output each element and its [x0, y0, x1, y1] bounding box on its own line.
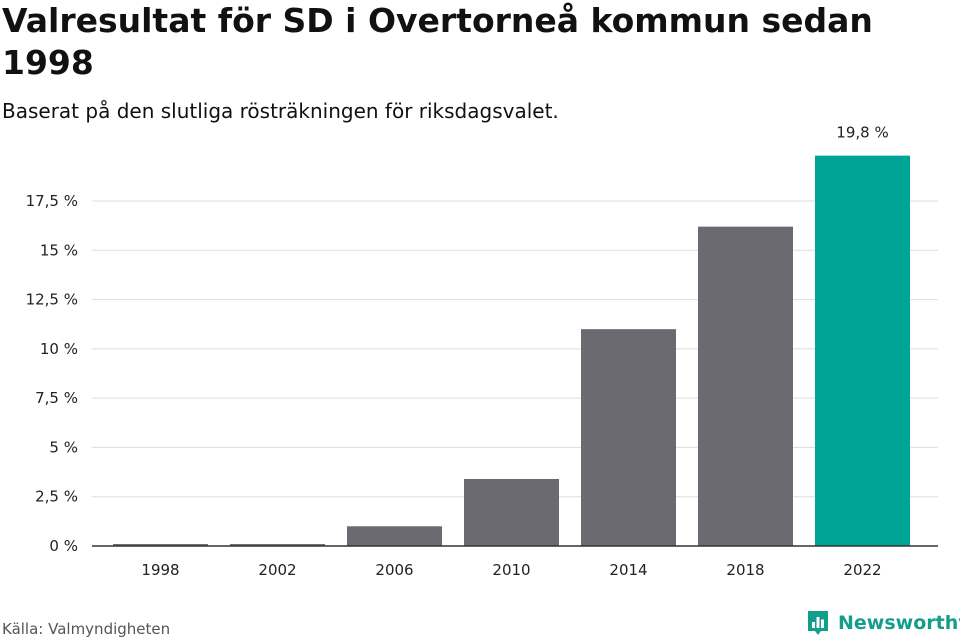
bar-2018 — [698, 226, 793, 546]
y-axis-tick-labels: 0 % 2,5 % 5 % 7,5 % 10 % 12,5 % 15 % 17,5 % — [26, 192, 78, 555]
newsworthy-bar-chart-logo-icon — [808, 611, 828, 635]
x-tick-label: 2018 — [726, 561, 764, 579]
grid-lines — [92, 200, 938, 498]
bar-1998 — [113, 544, 208, 546]
bars — [113, 155, 910, 546]
chart-subtitle: Baserat på den slutliga rösträkningen fö… — [2, 99, 559, 123]
x-tick-label: 2022 — [843, 561, 881, 579]
y-tick-label: 17,5 % — [26, 192, 78, 210]
bar-2010 — [464, 478, 559, 546]
x-tick-label: 2006 — [375, 561, 413, 579]
y-tick-label: 2,5 % — [35, 488, 78, 506]
bar-2014 — [581, 329, 676, 546]
data-label: 19,8 % — [836, 124, 888, 142]
x-axis-tick-labels: 1998 2002 2006 2010 2014 2018 2022 — [141, 561, 881, 579]
y-tick-label: 0 % — [49, 537, 78, 555]
source-note: Källa: Valmyndigheten — [2, 620, 171, 638]
y-tick-label: 10 % — [40, 340, 78, 358]
y-tick-label: 12,5 % — [26, 291, 78, 309]
chart-title: Valresultat för SD i Overtorneå kommun s… — [2, 1, 873, 82]
x-tick-label: 1998 — [141, 561, 179, 579]
bar-chart: 0 % 2,5 % 5 % 7,5 % 10 % 12,5 % 15 % 17,5 % 19,… — [26, 124, 938, 579]
x-tick-label: 2002 — [258, 561, 296, 579]
data-labels: 19,8 % — [836, 124, 888, 142]
brand[interactable]: Newsworthy — [806, 608, 960, 638]
bar-2022 — [815, 155, 910, 546]
x-tick-label: 2010 — [492, 561, 530, 579]
x-tick-label: 2014 — [609, 561, 647, 579]
y-tick-label: 7,5 % — [35, 389, 78, 407]
bar-2002 — [230, 544, 325, 546]
brand-name: Newsworthy — [838, 612, 960, 634]
y-tick-label: 5 % — [49, 438, 78, 456]
y-tick-label: 15 % — [40, 241, 78, 259]
bar-2006 — [347, 526, 442, 546]
